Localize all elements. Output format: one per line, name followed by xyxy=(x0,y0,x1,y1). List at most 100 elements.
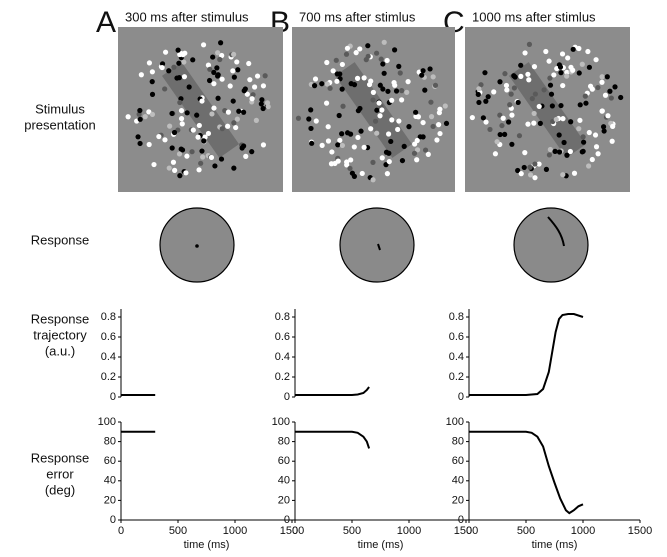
stimulus-dot xyxy=(227,83,233,89)
y-tick-label: 0.8 xyxy=(101,311,116,323)
stimulus-dot xyxy=(580,148,586,154)
stimulus-dot xyxy=(149,69,155,75)
stimulus-dot xyxy=(260,105,266,112)
y-tick-label: 40 xyxy=(452,475,464,487)
stimulus-dot xyxy=(602,92,609,98)
stimulus-dot xyxy=(384,57,390,64)
stimulus-dot xyxy=(181,74,188,80)
stimulus-dot xyxy=(599,79,605,85)
stimulus-dot xyxy=(325,138,332,144)
stimulus-dot xyxy=(582,93,588,99)
response-circles xyxy=(159,207,589,283)
stimulus-dot xyxy=(494,139,500,145)
row-label: Response xyxy=(31,311,90,326)
stimulus-dot xyxy=(553,116,559,123)
stimulus-dot xyxy=(181,59,187,65)
stimulus-dot xyxy=(253,117,259,123)
stimulus-dot xyxy=(395,126,401,133)
stimulus-dot xyxy=(260,83,267,89)
stimulus-dot xyxy=(393,88,400,94)
response-dial xyxy=(339,207,415,283)
stimulus-dot xyxy=(365,43,371,49)
stimulus-dot xyxy=(370,97,376,103)
x-axis-label: time (ms) xyxy=(358,539,404,551)
stimulus-dot xyxy=(162,86,168,92)
stimulus-dot xyxy=(557,64,564,70)
y-tick-label: 40 xyxy=(104,475,116,487)
stimulus-dot xyxy=(211,81,217,87)
stimulus-dot xyxy=(430,74,436,80)
row-label: error xyxy=(46,466,74,481)
stimulus-dot xyxy=(251,84,258,90)
stimulus-dot xyxy=(324,59,330,66)
stimulus-dot xyxy=(422,147,429,153)
stimulus-dot xyxy=(571,170,578,176)
stimulus-dot xyxy=(254,73,261,79)
stimulus-dot xyxy=(159,61,166,67)
x-tick-label: 0 xyxy=(118,525,124,537)
stimulus-dot xyxy=(156,133,162,140)
x-tick-label: 1500 xyxy=(280,525,304,537)
stimulus-dot xyxy=(380,86,386,92)
stimulus-dot xyxy=(190,57,196,63)
stimulus-dot xyxy=(618,94,624,101)
stimulus-dot xyxy=(583,100,589,106)
stimulus-dot xyxy=(599,108,605,114)
stimulus-dot xyxy=(370,89,376,95)
stimulus-dot xyxy=(146,141,152,148)
y-tick-label: 80 xyxy=(104,436,116,448)
stimulus-dot xyxy=(531,120,537,126)
stimulus-bar xyxy=(161,62,240,158)
row-label: (deg) xyxy=(45,482,75,497)
stimulus-dot xyxy=(259,97,265,103)
y-tick-label: 0.8 xyxy=(449,311,464,323)
x-tick-label: 1500 xyxy=(454,525,478,537)
stimulus-dot xyxy=(225,123,231,129)
stimulus-dot xyxy=(475,91,481,98)
stimulus-dot xyxy=(576,126,582,132)
y-tick-label: 40 xyxy=(278,475,290,487)
stimulus-dot xyxy=(231,165,237,171)
y-tick-label: 0.6 xyxy=(275,331,290,343)
stimulus-dot xyxy=(405,79,411,85)
stimulus-dot xyxy=(411,150,418,156)
stimulus-dot xyxy=(337,71,343,77)
stimulus-dot xyxy=(214,65,220,71)
stimulus-dot xyxy=(428,114,435,120)
y-tick-label: 80 xyxy=(278,436,290,448)
stimulus-dot xyxy=(406,124,412,130)
stimulus-dot xyxy=(138,72,144,78)
y-tick-label: 100 xyxy=(446,416,464,428)
stimulus-dot xyxy=(608,95,614,101)
stimulus-dot xyxy=(199,98,205,104)
y-tick-label: 0.8 xyxy=(275,311,290,323)
response-cursor xyxy=(195,244,199,248)
stimulus-dot xyxy=(125,114,131,120)
stimulus-dot xyxy=(414,147,421,153)
stimulus-dot xyxy=(246,60,252,67)
stimulus-dot xyxy=(437,106,443,112)
stimulus-dot xyxy=(215,95,221,101)
stimulus-dot xyxy=(485,94,491,100)
stimulus-dot xyxy=(309,140,315,146)
stimulus-dot xyxy=(159,64,165,71)
stimulus-dot xyxy=(319,142,325,148)
stimulus-dot xyxy=(511,85,517,91)
row-label: Response xyxy=(31,450,90,465)
y-tick-label: 80 xyxy=(452,436,464,448)
stimulus-dot xyxy=(358,128,364,134)
stimulus-dot xyxy=(499,122,505,129)
y-tick-label: 0 xyxy=(458,514,464,526)
stimulus-dot xyxy=(581,139,587,145)
stimulus-dot xyxy=(491,89,497,95)
stimulus-dot xyxy=(260,142,267,148)
stimulus-dot xyxy=(570,67,576,73)
stimulus-dot xyxy=(428,99,434,105)
stimulus-dot xyxy=(518,171,524,177)
stimulus-dot xyxy=(397,70,403,76)
stimulus-dot xyxy=(529,96,535,102)
stimulus-dot xyxy=(605,113,611,119)
stimulus-dot xyxy=(525,71,531,77)
